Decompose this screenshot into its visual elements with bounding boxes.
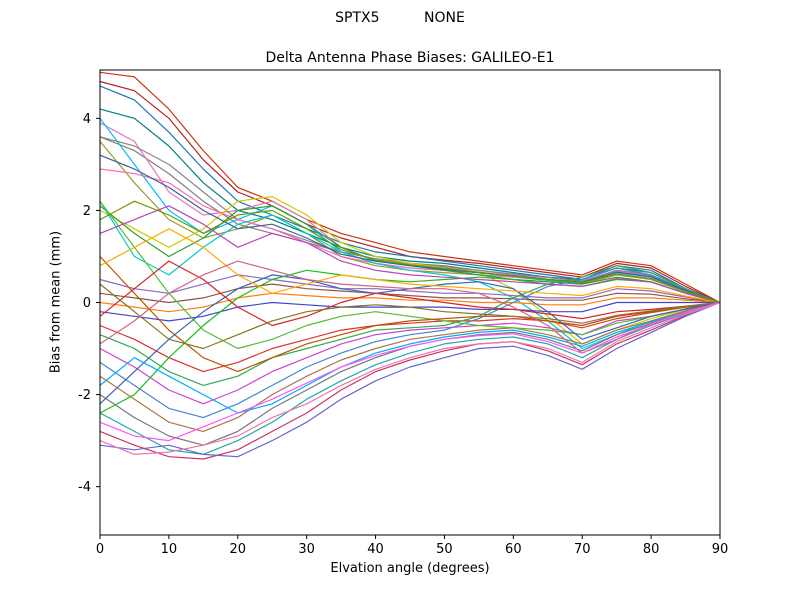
series-line-s40	[99, 200, 721, 304]
x-tick-label: 20	[230, 542, 247, 557]
y-tick-label: -4	[78, 480, 91, 495]
series-line-s34	[99, 205, 721, 304]
series-line-s32	[99, 260, 721, 327]
series-line-s21	[99, 267, 721, 419]
y-tick-label: 0	[83, 296, 91, 311]
series-line-s27	[99, 301, 721, 455]
series-line-s19	[99, 265, 721, 386]
series-line-s15	[99, 283, 721, 304]
series-line-s31	[99, 269, 721, 414]
y-tick-label: 2	[83, 204, 91, 219]
y-tick-label: -2	[78, 388, 91, 403]
series-line-s17	[99, 301, 720, 322]
series-line-s14	[99, 274, 721, 304]
axes-title: Delta Antenna Phase Biases: GALILEO-E1	[265, 50, 555, 66]
series-line-s28	[99, 200, 721, 350]
y-tick-label: 4	[83, 112, 91, 127]
x-tick-label: 40	[367, 542, 384, 557]
x-tick-label: 30	[298, 542, 315, 557]
series-line-s16	[99, 292, 721, 313]
series-line-s24	[99, 301, 721, 455]
series-line-s33	[99, 228, 721, 304]
series-line-s26	[99, 301, 721, 458]
y-axis-label: Bias from mean (mm)	[48, 230, 64, 374]
figure-suptitle: SPTX5 NONE	[335, 10, 465, 26]
x-tick-label: 70	[574, 542, 591, 557]
series-line-s22	[99, 301, 721, 432]
series-line-s09	[99, 136, 721, 304]
series-line-s05	[99, 136, 721, 304]
series-line-s12	[99, 205, 721, 304]
series-line-s10	[99, 168, 721, 304]
series-line-s35	[99, 301, 721, 414]
x-tick-label: 10	[161, 542, 178, 557]
x-tick-label: 80	[643, 542, 660, 557]
series-line-s38	[99, 154, 721, 304]
x-tick-label: 90	[712, 542, 729, 557]
series-line-s25	[99, 301, 721, 460]
series-line-s36	[99, 283, 721, 350]
series-line-s37	[99, 260, 721, 354]
series-line-s18	[99, 301, 721, 373]
x-tick-label: 50	[436, 542, 453, 557]
series-line-s39	[99, 301, 721, 442]
x-axis-label: Elvation angle (degrees)	[330, 561, 490, 576]
series-line-s20	[99, 301, 721, 405]
x-tick-label: 0	[96, 542, 104, 557]
x-tick-label: 60	[505, 542, 522, 557]
series-line-s01	[99, 71, 721, 304]
series-line-s29	[99, 256, 721, 373]
